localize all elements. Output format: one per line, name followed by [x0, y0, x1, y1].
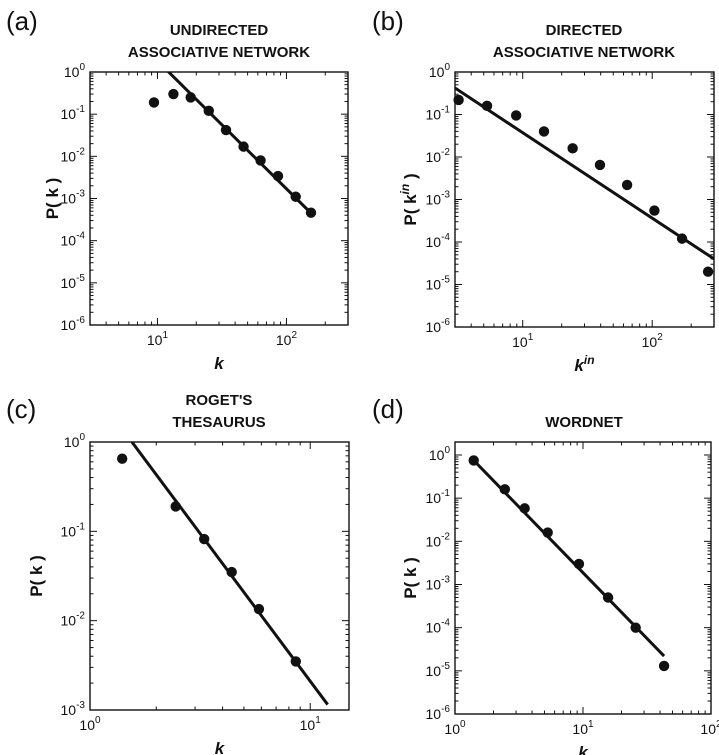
data-point — [538, 126, 550, 137]
fit-line — [166, 72, 313, 215]
x-tick-label: 100 — [444, 719, 466, 737]
data-point — [185, 92, 196, 103]
y-axis-label: P( k ) — [401, 557, 420, 599]
y-axis-label: P( kin ) — [398, 173, 420, 225]
data-point — [253, 603, 265, 615]
plot-frame — [89, 441, 350, 711]
data-point — [290, 191, 301, 202]
x-axis-label: kin — [574, 353, 594, 375]
data-point — [594, 159, 606, 171]
data-point — [255, 155, 266, 166]
y-tick-label: 100 — [429, 445, 451, 463]
panel-b: (b) DIRECTED ASSOCIATIVE NETWORK 100 10-1 10-… — [372, 6, 715, 375]
y-tick-label: 10-2 — [426, 147, 451, 165]
panel-a: (a) UNDIRECTED ASSOCIATIVE NETWORK 100 10-1 1… — [6, 6, 349, 373]
data-point — [676, 233, 688, 244]
data-point — [226, 566, 237, 578]
chart-title-line: THESAURUS — [172, 414, 265, 431]
panel-letter: (a) — [6, 6, 38, 36]
y-tick-label: 100 — [64, 62, 86, 80]
panel-d: (d) WORDNET10010-110-210-310-410-510-6100… — [372, 394, 719, 755]
y-tick-label: 10-2 — [61, 611, 86, 629]
chart-title-line: ASSOCIATIVE NETWORK — [128, 44, 310, 61]
data-point — [453, 94, 464, 106]
x-tick-label: 101 — [512, 332, 534, 350]
chart-title-line: UNDIRECTED — [170, 22, 269, 39]
data-point — [542, 527, 553, 538]
y-tick-label: 10-1 — [426, 105, 451, 123]
x-tick-label: 101 — [300, 715, 322, 733]
data-point — [658, 660, 670, 672]
data-point — [602, 592, 614, 603]
x-tick-label: 100 — [79, 715, 101, 733]
data-point — [148, 97, 160, 108]
plot-frame — [454, 71, 715, 328]
chart-title-line: DIRECTED — [546, 22, 623, 39]
y-tick-label: 10-2 — [61, 146, 86, 164]
x-axis-label: k — [214, 354, 225, 373]
panel-letter: (d) — [372, 394, 404, 424]
y-tick-label: 10-3 — [426, 190, 451, 208]
chart-title-line: ROGET'S — [186, 392, 253, 409]
y-tick-label: 10-4 — [426, 232, 451, 250]
data-point — [702, 266, 714, 277]
y-tick-label: 10-3 — [61, 700, 86, 718]
data-point — [305, 207, 317, 218]
y-tick-label: 10-5 — [61, 273, 86, 291]
data-point — [649, 205, 660, 216]
data-point — [519, 503, 530, 514]
plot-frame — [89, 71, 349, 326]
data-point — [116, 453, 128, 464]
data-point — [220, 124, 232, 136]
data-point — [198, 533, 210, 545]
y-tick-label: 10-4 — [426, 618, 451, 636]
y-tick-label: 10-5 — [426, 275, 451, 293]
data-point — [272, 170, 284, 182]
y-tick-label: 10-5 — [426, 661, 451, 679]
data-point — [481, 100, 493, 112]
y-axis-label: P( k ) — [27, 555, 46, 597]
chart-title-line: WORDNET — [545, 414, 623, 431]
plot-frame — [454, 441, 712, 715]
y-tick-label: 10-6 — [61, 315, 86, 333]
x-axis-label: k — [578, 743, 589, 755]
y-tick-label: 10-1 — [426, 488, 451, 506]
y-tick-label: 10-6 — [426, 704, 451, 722]
panel-letter: (c) — [6, 394, 36, 424]
y-axis-label: P( k ) — [43, 178, 62, 220]
data-point — [468, 455, 479, 466]
y-tick-label: 10-1 — [61, 521, 86, 539]
data-point — [567, 143, 578, 154]
y-tick-label: 10-2 — [426, 531, 451, 549]
data-point — [630, 622, 641, 633]
data-point — [510, 110, 522, 121]
data-point — [621, 179, 633, 191]
y-tick-label: 100 — [429, 62, 451, 80]
fit-line — [455, 86, 714, 261]
data-point — [290, 656, 301, 667]
x-axis-label: k — [215, 739, 226, 755]
panel-letter: (b) — [372, 6, 404, 36]
y-tick-label: 10-3 — [61, 189, 86, 207]
y-tick-label: 10-3 — [426, 574, 451, 592]
data-point — [203, 105, 214, 117]
x-tick-label: 102 — [276, 330, 298, 348]
x-tick-label: 101 — [147, 330, 169, 348]
chart-title-line: ASSOCIATIVE NETWORK — [493, 44, 675, 61]
x-tick-label: 101 — [572, 719, 594, 737]
x-tick-label: 102 — [700, 719, 719, 737]
y-tick-label: 10-4 — [61, 231, 86, 249]
data-point — [238, 141, 249, 152]
data-point — [170, 501, 181, 512]
x-tick-label: 102 — [642, 332, 664, 350]
data-point — [573, 558, 585, 570]
data-point — [168, 88, 179, 100]
y-tick-label: 100 — [64, 432, 86, 450]
y-tick-label: 10-6 — [426, 317, 451, 335]
y-tick-label: 10-1 — [61, 104, 86, 122]
data-point — [499, 484, 511, 495]
